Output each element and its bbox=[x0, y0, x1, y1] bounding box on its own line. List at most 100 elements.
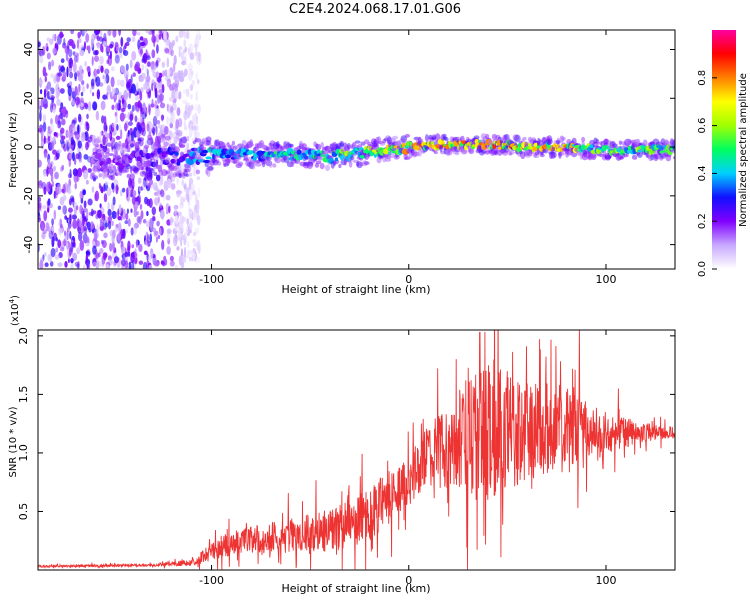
noise-speck bbox=[160, 189, 165, 198]
noise-speck bbox=[94, 231, 98, 243]
noise-speck bbox=[76, 53, 79, 63]
noise-speck bbox=[79, 240, 85, 251]
snr-panel: -100 0 100 0.5 1.0 1.5 2.0 Height of straight … bbox=[8, 295, 676, 595]
noise-speck bbox=[122, 99, 127, 110]
noise-speck bbox=[74, 182, 77, 190]
snr-ytick-label: 1.5 bbox=[17, 386, 30, 404]
noise-speck bbox=[44, 76, 47, 83]
snr-xtick-label: 100 bbox=[595, 574, 616, 587]
noise-speck bbox=[42, 45, 46, 56]
noise-speck bbox=[161, 239, 165, 251]
noise-speck bbox=[157, 234, 160, 240]
noise-speck bbox=[74, 76, 77, 82]
noise-speck bbox=[186, 241, 190, 249]
noise-speck bbox=[153, 261, 160, 267]
ridge-halo bbox=[121, 142, 126, 148]
ridge-halo bbox=[404, 156, 411, 160]
ridge-halo bbox=[272, 163, 277, 168]
noise-speck bbox=[107, 208, 112, 217]
noise-speck bbox=[119, 79, 125, 88]
noise-speck bbox=[185, 88, 190, 98]
ridge-halo bbox=[433, 151, 438, 155]
ridge-halo bbox=[561, 136, 566, 141]
noise-speck bbox=[169, 122, 174, 129]
snr-ytick-label: 1.0 bbox=[17, 444, 30, 462]
noise-speck bbox=[170, 49, 174, 57]
noise-speck bbox=[60, 127, 65, 134]
ridge-halo bbox=[665, 154, 672, 162]
noise-speck bbox=[78, 158, 83, 163]
noise-speck bbox=[72, 219, 78, 229]
noise-speck bbox=[99, 130, 103, 138]
noise-speck bbox=[154, 87, 158, 99]
noise-speck bbox=[83, 225, 87, 231]
noise-speck bbox=[58, 64, 61, 72]
ridge-halo bbox=[194, 138, 202, 143]
noise-speck bbox=[145, 109, 149, 115]
noise-speck bbox=[159, 93, 163, 104]
noise-speck bbox=[69, 152, 73, 161]
noise-speck bbox=[111, 241, 115, 252]
noise-speck bbox=[129, 189, 134, 197]
colorbar-tick-label: 0.6 bbox=[697, 118, 708, 134]
ridge-halo bbox=[185, 173, 189, 177]
noise-speck bbox=[145, 49, 148, 57]
noise-speck bbox=[148, 130, 151, 136]
noise-speck bbox=[43, 103, 48, 109]
noise-speck bbox=[138, 187, 141, 192]
noise-speck bbox=[198, 52, 201, 62]
noise-speck bbox=[86, 113, 89, 120]
ridge-halo bbox=[95, 136, 102, 144]
noise-speck bbox=[115, 211, 119, 219]
noise-speck bbox=[51, 226, 55, 232]
noise-speck bbox=[106, 59, 109, 64]
noise-speck bbox=[151, 98, 154, 107]
spectrogram-panel: -100 0 100 -40 -20 0 20 40 Height of straight l… bbox=[8, 29, 676, 296]
noise-speck bbox=[68, 158, 72, 167]
ridge-halo bbox=[156, 164, 161, 171]
noise-speck bbox=[172, 82, 176, 91]
noise-speck bbox=[196, 131, 200, 138]
noise-speck bbox=[104, 181, 109, 186]
noise-speck bbox=[66, 66, 69, 78]
noise-speck bbox=[183, 56, 187, 66]
noise-speck bbox=[168, 42, 174, 50]
noise-speck bbox=[111, 87, 114, 97]
noise-speck bbox=[188, 221, 193, 230]
ridge-halo bbox=[547, 140, 552, 146]
noise-speck bbox=[70, 195, 74, 200]
noise-speck bbox=[156, 188, 161, 197]
ridge-halo bbox=[248, 143, 255, 147]
noise-speck bbox=[161, 61, 166, 68]
noise-speck bbox=[77, 226, 81, 234]
noise-speck bbox=[111, 182, 115, 190]
noise-speck bbox=[151, 35, 157, 44]
noise-speck bbox=[169, 115, 174, 125]
noise-speck bbox=[78, 231, 83, 242]
noise-speck bbox=[183, 39, 186, 48]
ridge-halo bbox=[243, 155, 249, 161]
noise-speck bbox=[85, 253, 89, 264]
noise-speck bbox=[76, 39, 80, 49]
noise-speck bbox=[82, 216, 86, 221]
noise-speck bbox=[130, 131, 135, 142]
noise-speck bbox=[132, 190, 137, 197]
ridge-halo bbox=[612, 143, 618, 149]
noise-speck bbox=[163, 125, 169, 135]
noise-speck bbox=[57, 205, 62, 210]
noise-speck bbox=[186, 30, 190, 40]
noise-speck bbox=[68, 148, 73, 154]
noise-speck bbox=[80, 44, 84, 49]
noise-speck bbox=[64, 235, 68, 241]
noise-speck bbox=[69, 198, 72, 206]
noise-speck bbox=[108, 30, 111, 37]
noise-speck bbox=[194, 203, 198, 212]
noise-speck bbox=[38, 181, 43, 189]
noise-speck bbox=[62, 183, 66, 195]
noise-speck bbox=[66, 227, 70, 233]
noise-speck bbox=[47, 198, 51, 206]
noise-speck bbox=[96, 43, 101, 49]
ridge-cell bbox=[145, 153, 152, 160]
noise-speck bbox=[38, 41, 41, 47]
noise-speck bbox=[134, 248, 137, 259]
